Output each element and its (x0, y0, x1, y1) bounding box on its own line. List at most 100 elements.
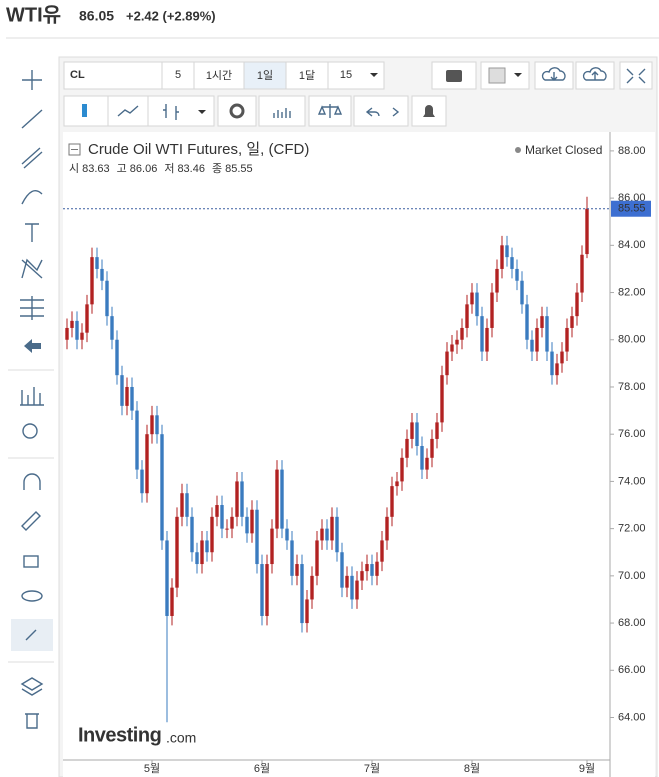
candle-body (560, 351, 564, 364)
collapse-box[interactable] (68, 143, 81, 156)
interval-dropdown[interactable] (327, 61, 385, 90)
candle-body (75, 320, 79, 340)
candle-body (350, 575, 354, 600)
visibility-tool[interactable] (21, 590, 43, 602)
candle-body (185, 493, 189, 517)
candle-body (325, 528, 329, 541)
interval-label: 15 (340, 69, 352, 81)
indicators-button[interactable] (258, 95, 306, 127)
candle-body (190, 516, 194, 553)
candle-body (310, 575, 314, 600)
measure-tool[interactable] (20, 387, 44, 406)
lock-tool[interactable] (23, 555, 39, 568)
x-tick-label: 5월 (144, 762, 160, 775)
candle-body (155, 415, 159, 435)
candle-body (315, 540, 319, 576)
crosshair-tool[interactable] (22, 70, 42, 90)
magnet-tool[interactable] (23, 473, 41, 490)
candle-body (555, 363, 559, 376)
ohlc-value: 83.46 (177, 163, 205, 175)
candle-body (230, 516, 234, 529)
pattern-tool[interactable] (21, 258, 43, 279)
candle-body (195, 552, 199, 565)
candle-body (405, 438, 409, 458)
dropdown-arrow (370, 73, 378, 77)
candle-body (240, 481, 244, 517)
candle-body (550, 351, 554, 376)
y-tick-label: 70.00 (618, 570, 646, 582)
dropdown-arrow (198, 110, 206, 114)
undo-redo[interactable] (353, 95, 409, 127)
fib-tool[interactable] (20, 296, 44, 320)
candle-body (225, 528, 229, 530)
indicators-icon (273, 108, 291, 118)
candle-body (535, 327, 539, 352)
candle-body (390, 486, 394, 517)
ohlc-value: 85.55 (225, 163, 253, 175)
layers-tool[interactable] (20, 677, 44, 696)
y-tick-label: 72.00 (618, 523, 646, 535)
link-tool-active[interactable] (11, 619, 53, 651)
candle-body (415, 422, 419, 446)
symbol-input-text: CL (70, 69, 85, 81)
y-tick-label: 76.00 (618, 428, 646, 440)
last-price-box (611, 200, 651, 217)
candle-body (285, 528, 289, 541)
candle-body (135, 410, 139, 470)
candle-body (345, 575, 349, 588)
candle-body (295, 564, 299, 576)
candle-body (200, 540, 204, 565)
camera-icon (446, 70, 462, 82)
interval-button[interactable] (285, 61, 329, 90)
interval-button-active[interactable] (243, 61, 287, 90)
interval-button[interactable] (161, 61, 195, 90)
candle-body (235, 481, 239, 517)
interval-label: 5 (175, 69, 181, 81)
brush-tool[interactable] (21, 190, 43, 205)
chart-title: Crude Oil WTI Futures, 일, (CFD) (88, 141, 309, 158)
candle-body (210, 516, 214, 553)
candle-body (395, 481, 399, 487)
last-price-label: 85.55 (618, 203, 646, 215)
candle-body (545, 316, 549, 352)
candle-body (70, 320, 74, 328)
bar-type-button[interactable] (147, 95, 215, 127)
candle-body (145, 434, 149, 494)
price: 86.05 (79, 8, 114, 24)
candle-body (385, 516, 389, 541)
candle-body (375, 561, 379, 576)
text-tool[interactable] (25, 223, 39, 242)
candle-body (520, 280, 524, 305)
candle-body (275, 469, 279, 529)
trash-tool[interactable] (25, 713, 39, 729)
back-tool[interactable] (24, 339, 41, 353)
y-tick-label: 88.00 (618, 145, 646, 157)
settings-button[interactable] (217, 95, 257, 127)
candle-body (320, 528, 324, 541)
candle-body (485, 327, 489, 352)
ohlc-key: 고 (117, 163, 127, 175)
candle-body (215, 505, 219, 517)
candle-body (360, 571, 364, 581)
candle-body (510, 257, 514, 269)
candle-body (170, 587, 174, 616)
candle-body (300, 564, 304, 624)
trendline-tool[interactable] (21, 109, 43, 129)
color-swatch (488, 67, 506, 84)
candle-body (445, 351, 449, 376)
ohlc-key: 시 (69, 163, 79, 175)
channel-tool[interactable] (21, 147, 43, 169)
candle-body (250, 509, 254, 534)
candle-body (515, 268, 519, 281)
interval-button[interactable] (193, 61, 245, 90)
zoom-tool[interactable] (22, 423, 38, 439)
candle-body (455, 339, 459, 345)
interval-label: 1달 (299, 69, 315, 82)
symbol-input[interactable] (63, 61, 163, 90)
lock-draw-tool[interactable] (21, 511, 41, 531)
candle-body (270, 528, 274, 565)
fullscreen-button[interactable] (619, 61, 653, 90)
dropdown-arrow (514, 73, 522, 77)
interval-label: 1일 (257, 68, 273, 82)
candle-body (525, 304, 529, 340)
